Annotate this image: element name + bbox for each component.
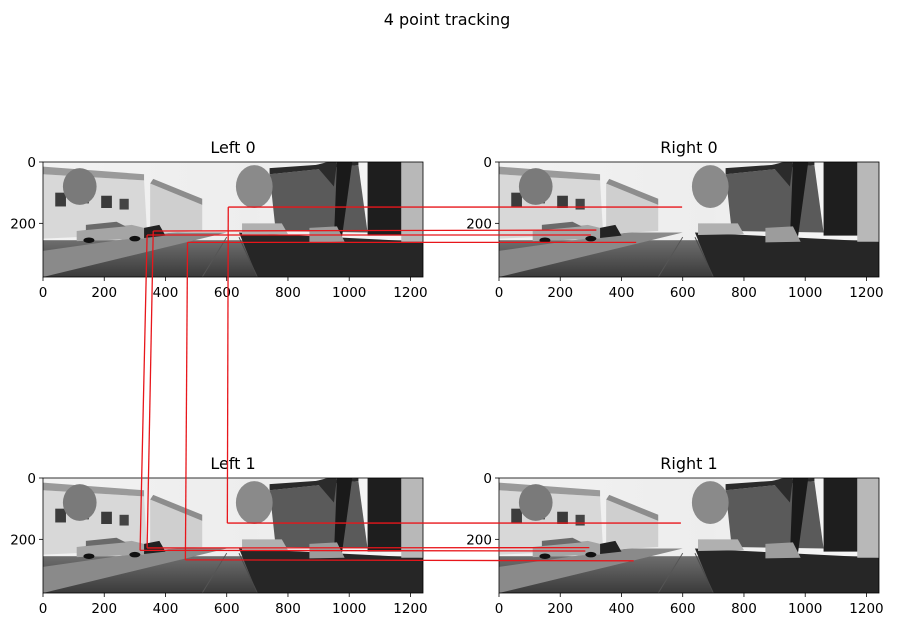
x-tick-label: 200	[547, 601, 573, 617]
subplot-left0: Left 0 0 200 400 600 800 1000 1200 0 200	[10, 138, 427, 301]
subplot-right1: Right 1 0 200 400 600 800 1000 1200 0 200	[466, 454, 883, 617]
y-tick-label: 0	[483, 155, 492, 171]
track-3-segment-2	[139, 234, 148, 551]
x-tick-label: 200	[547, 285, 573, 301]
x-tick-label: 400	[153, 285, 179, 301]
subplot-grid: Left 0 0 200 400 600 800 1000 1200 0 200 Right 0 0 2…	[10, 138, 883, 617]
x-tick-label: 600	[214, 285, 240, 301]
subplot-title: Right 0	[660, 138, 717, 157]
track-2-segment-2	[146, 230, 154, 548]
figure-title: 4 point tracking	[384, 10, 511, 29]
x-tick-label: 0	[495, 285, 504, 301]
y-tick-label: 200	[10, 532, 36, 548]
x-tick-label: 1200	[393, 601, 427, 617]
x-tick-label: 200	[91, 285, 117, 301]
track-3-segment-3	[140, 549, 586, 552]
camera-image	[499, 478, 879, 593]
y-tick-label: 0	[27, 471, 36, 487]
x-tick-label: 600	[670, 601, 696, 617]
x-tick-label: 600	[670, 285, 696, 301]
x-tick-label: 1200	[393, 285, 427, 301]
x-tick-label: 0	[495, 601, 504, 617]
camera-image	[43, 162, 423, 277]
track-4-segment-2	[184, 242, 189, 560]
subplot-right0: Right 0 0 200 400 600 800 1000 1200 0 200	[466, 138, 883, 301]
track-4-segment-3	[185, 559, 634, 562]
track-1-segment-2	[226, 207, 229, 524]
x-tick-label: 1000	[332, 601, 366, 617]
x-tick-label: 600	[214, 601, 240, 617]
x-tick-label: 0	[39, 601, 48, 617]
x-tick-label: 200	[91, 601, 117, 617]
subplot-title: Left 0	[210, 138, 255, 157]
axes-frame	[498, 161, 880, 278]
subplot-left1: Left 1 0 200 400 600 800 1000 1200 0 200	[10, 454, 427, 617]
axes-frame	[42, 161, 424, 278]
x-tick-label: 1000	[788, 601, 822, 617]
x-tick-label: 800	[731, 601, 757, 617]
track-lines	[139, 206, 683, 562]
track-2-segment-1	[153, 229, 597, 232]
y-tick-label: 0	[483, 471, 492, 487]
axes-frame	[498, 477, 880, 594]
x-tick-label: 0	[39, 285, 48, 301]
x-tick-label: 800	[275, 601, 301, 617]
y-tick-label: 0	[27, 155, 36, 171]
x-tick-label: 400	[609, 601, 635, 617]
camera-image	[499, 162, 879, 277]
camera-image	[43, 478, 423, 593]
subplot-title: Left 1	[210, 454, 255, 473]
x-tick-label: 800	[731, 285, 757, 301]
axes-frame	[42, 477, 424, 594]
x-tick-label: 400	[609, 285, 635, 301]
y-tick-label: 200	[466, 532, 492, 548]
y-tick-label: 200	[466, 216, 492, 232]
y-tick-label: 200	[10, 216, 36, 232]
x-tick-label: 400	[153, 601, 179, 617]
x-tick-label: 1000	[788, 285, 822, 301]
x-tick-label: 1000	[332, 285, 366, 301]
x-tick-label: 1200	[849, 601, 883, 617]
x-tick-label: 1200	[849, 285, 883, 301]
subplot-title: Right 1	[660, 454, 717, 473]
x-tick-label: 800	[275, 285, 301, 301]
